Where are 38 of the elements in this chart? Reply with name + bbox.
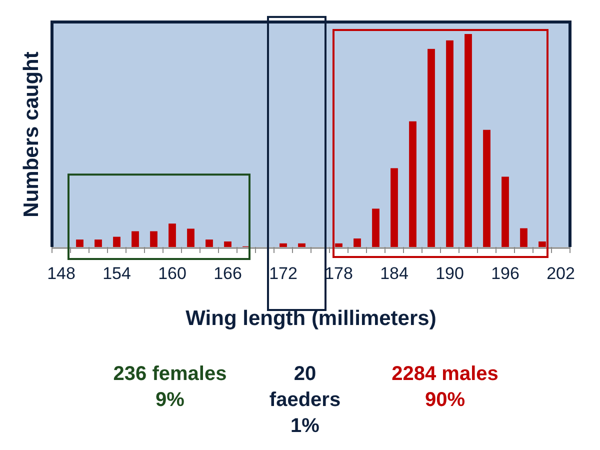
y-axis-title: Numbers caught: [20, 52, 43, 218]
bar: [298, 243, 306, 247]
bar: [335, 243, 342, 247]
x-tick-label: 154: [102, 264, 131, 283]
bar: [280, 243, 287, 247]
text: 236 females 9%: [113, 363, 227, 411]
bar: [372, 208, 380, 247]
x-tick-label: 160: [158, 264, 186, 283]
bar: [464, 34, 472, 247]
bar: [409, 121, 416, 247]
x-tick-label: 178: [324, 264, 353, 283]
x-tick-label: 172: [269, 264, 298, 283]
bar: [502, 176, 509, 247]
bar: [94, 240, 102, 247]
bar: [168, 224, 176, 247]
bar: [428, 48, 435, 247]
x-tick-label: 184: [380, 264, 408, 283]
bar: [354, 238, 361, 247]
bar: [390, 168, 398, 247]
bar: [483, 130, 490, 247]
text: 2284 males 90%: [392, 363, 498, 411]
bar: [538, 241, 546, 247]
text: 20 faeders 1%: [269, 363, 341, 437]
bar: [113, 236, 120, 247]
bar: [187, 228, 194, 247]
bar: [132, 231, 139, 247]
bar: [520, 228, 528, 247]
bar: [150, 231, 158, 247]
bar: [224, 241, 232, 247]
x-tick-label: 190: [436, 264, 464, 283]
x-axis-title: Wing length (millimeters): [186, 307, 436, 330]
x-tick-label: 196: [491, 264, 520, 283]
x-tick-label: 148: [47, 264, 76, 283]
bar: [76, 240, 84, 247]
bar: [206, 240, 213, 247]
x-tick-label: 166: [214, 264, 242, 283]
x-tick-label: 202: [546, 264, 575, 283]
bar: [446, 40, 454, 247]
